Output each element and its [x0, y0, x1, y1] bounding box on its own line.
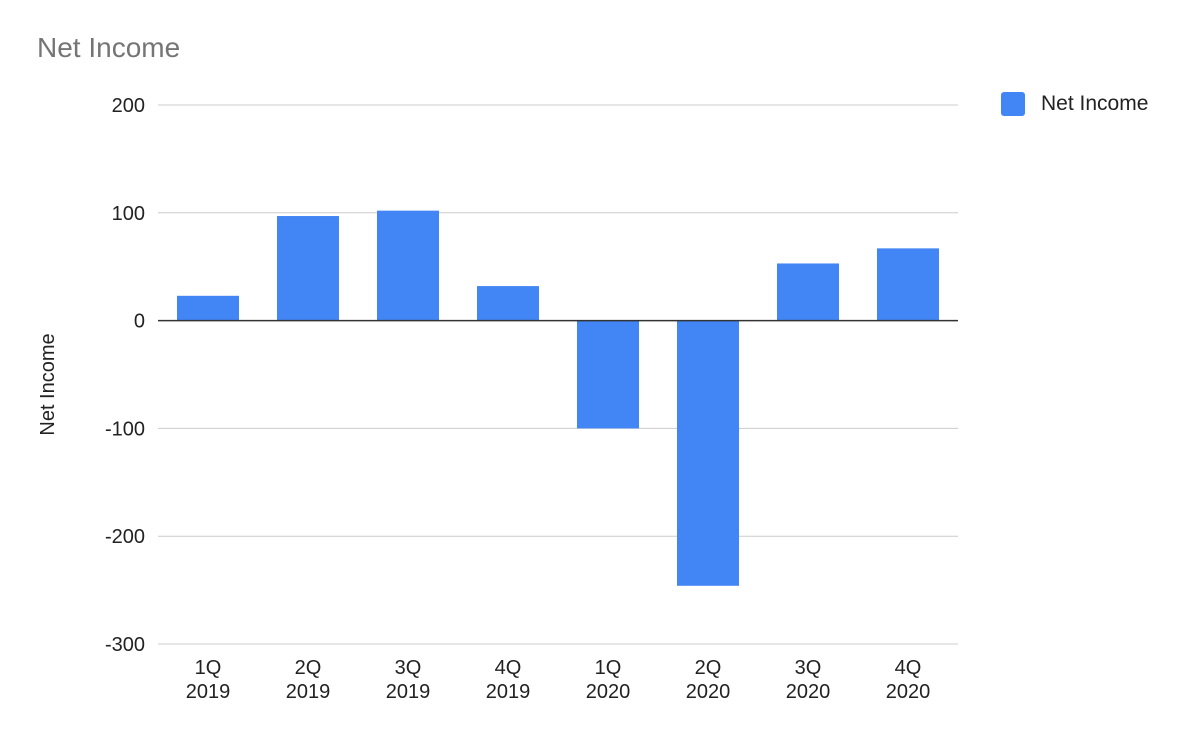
y-tick-label: 200 [112, 95, 145, 117]
legend-label: Net Income [1041, 92, 1149, 115]
bar [677, 320, 739, 586]
x-tick-label: 4Q 2020 [886, 657, 931, 703]
x-tick-label: 3Q 2020 [786, 657, 831, 703]
legend-swatch [1001, 92, 1025, 116]
y-tick-label: -200 [105, 526, 145, 548]
chart-title: Net Income [37, 32, 181, 63]
y-tick-label: -300 [105, 634, 145, 656]
legend: Net Income [1001, 92, 1148, 116]
x-tick-label: 2Q 2019 [286, 657, 331, 703]
x-tick-label: 3Q 2019 [386, 657, 431, 703]
bar [377, 210, 439, 321]
x-tick-label: 4Q 2019 [486, 657, 531, 703]
bar [477, 286, 539, 321]
y-tick-label: 0 [134, 311, 145, 333]
x-tick-label: 1Q 2020 [586, 657, 631, 703]
bar [177, 295, 239, 321]
y-tick-label: 100 [112, 203, 145, 225]
bar [577, 320, 639, 429]
y-axis-title: Net Income [37, 333, 59, 435]
bar [777, 263, 839, 321]
y-tick-label: -100 [105, 418, 145, 440]
bar [877, 248, 939, 321]
x-tick-label: 1Q 2019 [186, 657, 231, 703]
x-tick-label: 2Q 2020 [686, 657, 731, 703]
bar [277, 216, 339, 321]
